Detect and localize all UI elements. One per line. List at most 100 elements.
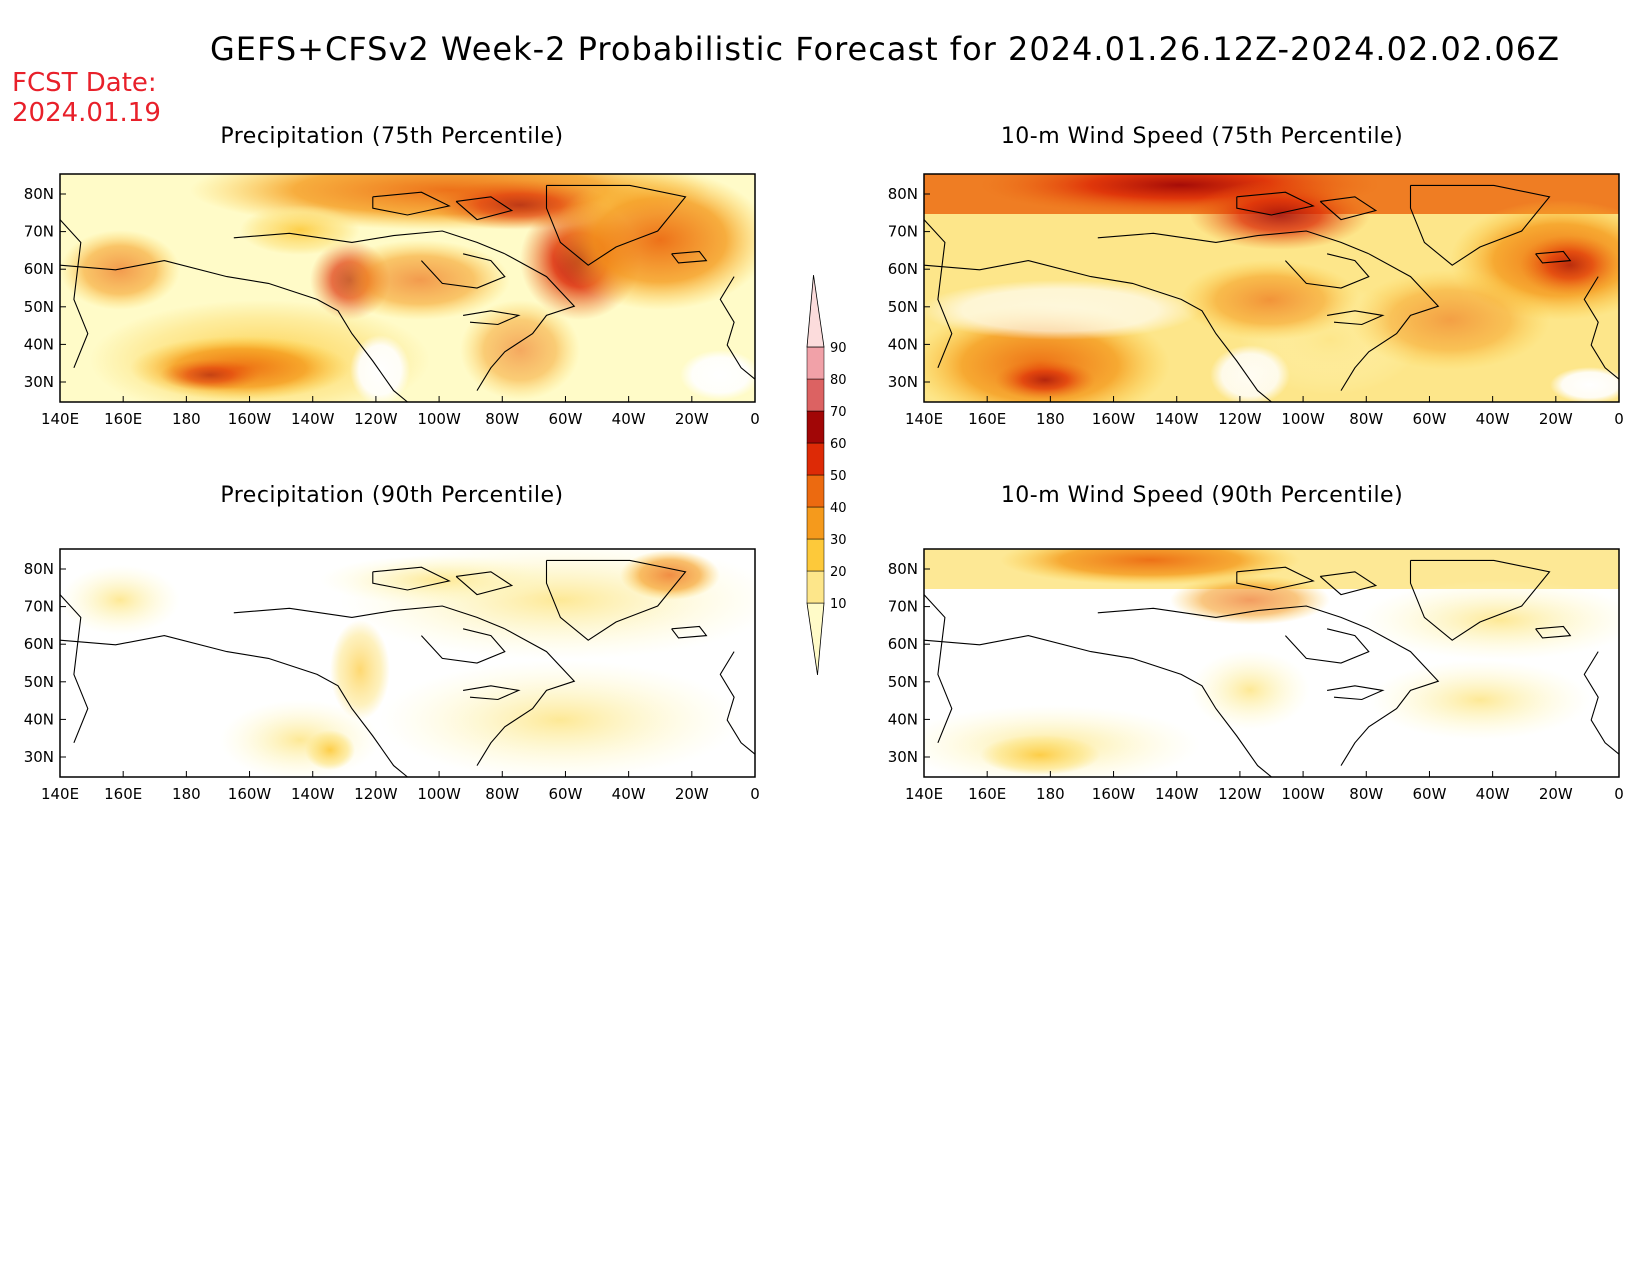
coastlines [59, 184, 1620, 778]
lon-label-20W: 20W [1539, 785, 1573, 803]
lon-label-140W: 140W [291, 785, 335, 803]
lon-label-20W: 20W [1539, 410, 1573, 428]
colorbar-label-30: 30 [830, 533, 847, 548]
map-precip-75 [60, 174, 755, 402]
colorbar-band-2 [806, 538, 825, 572]
coastline-precip-90-6 [719, 651, 756, 755]
coastline-precip-90-2 [420, 628, 506, 664]
coastline-wind-75-2 [1284, 253, 1370, 289]
colorbar-band-4 [806, 474, 825, 508]
panel-title-wind-75: 10-m Wind Speed (75th Percentile) [1000, 124, 1404, 149]
lat-label-60N: 60N [888, 260, 918, 278]
lat-label-60N: 60N [888, 635, 918, 653]
coastline-wind-75-5 [1535, 250, 1572, 264]
lon-label-140W: 140W [1155, 410, 1199, 428]
coastline-wind-90-5 [1535, 625, 1572, 639]
colorbar-lower-triangle [806, 602, 825, 676]
lat-label-80N: 80N [888, 185, 918, 203]
lon-label-160W: 160W [228, 785, 272, 803]
colorbar-band-1 [806, 570, 825, 604]
coastline-precip-75-4 [545, 184, 687, 266]
lat-label-30N: 30N [888, 373, 918, 391]
coastline-wind-90-6 [1583, 651, 1620, 755]
lon-label-160W: 160W [1092, 410, 1136, 428]
lon-label-140E: 140E [41, 785, 79, 803]
coastline-wind-75-8 [923, 219, 953, 369]
coastline-precip-90-4 [545, 559, 687, 641]
colorbar-label-50: 50 [830, 469, 847, 484]
lon-label-160E: 160E [968, 785, 1006, 803]
panel-title-precip-90: Precipitation (90th Percentile) [220, 483, 564, 508]
coastline-precip-90-10 [455, 571, 514, 596]
lat-label-60N: 60N [24, 635, 54, 653]
map-wind-90 [924, 549, 1619, 777]
coastline-precip-90-8 [59, 594, 89, 744]
lon-label-0: 0 [1614, 410, 1624, 428]
colorbar-label-10: 10 [830, 597, 847, 612]
lon-label-100W: 100W [417, 410, 461, 428]
lon-label-0: 0 [750, 410, 760, 428]
lon-label-40W: 40W [612, 410, 646, 428]
coastline-precip-90-9 [372, 566, 451, 591]
lon-label-160E: 160E [968, 410, 1006, 428]
map-frame-wind-75 [923, 173, 1620, 403]
lat-label-60N: 60N [24, 260, 54, 278]
coastline-wind-75-6 [1583, 276, 1620, 380]
lon-label-160E: 160E [104, 410, 142, 428]
lon-label-60W: 60W [548, 410, 582, 428]
lon-label-80W: 80W [1349, 785, 1383, 803]
coastline-wind-75-10 [1319, 196, 1378, 221]
colorbar-band-3 [806, 506, 825, 540]
coastline-precip-90-5 [671, 625, 708, 639]
lon-label-60W: 60W [548, 785, 582, 803]
lon-label-0: 0 [750, 785, 760, 803]
lon-label-120W: 120W [1218, 410, 1262, 428]
coastline-precip-75-7 [463, 310, 521, 326]
coastline-wind-75-7 [1327, 310, 1385, 326]
lat-label-50N: 50N [24, 673, 54, 691]
lat-label-30N: 30N [24, 748, 54, 766]
coastline-wind-75-0 [923, 260, 1272, 403]
coastline-precip-75-1 [233, 230, 506, 255]
lat-label-50N: 50N [888, 673, 918, 691]
coastline-wind-90-9 [1236, 566, 1315, 591]
panel-title-precip-75: Precipitation (75th Percentile) [220, 124, 564, 149]
forecast-date-value: 2024.01.19 [12, 98, 161, 128]
lon-label-160W: 160W [228, 410, 272, 428]
lon-label-160E: 160E [104, 785, 142, 803]
coastline-precip-75-3 [476, 253, 576, 391]
colorbar-label-80: 80 [830, 373, 847, 388]
lat-label-30N: 30N [24, 373, 54, 391]
coastline-precip-75-9 [372, 191, 451, 216]
colorbar-label-40: 40 [830, 501, 847, 516]
coastline-wind-90-10 [1319, 571, 1378, 596]
lon-label-40W: 40W [612, 785, 646, 803]
lat-label-40N: 40N [24, 335, 54, 353]
lon-label-140E: 140E [41, 410, 79, 428]
colorbar-band-6 [806, 410, 825, 444]
coastline-precip-75-10 [455, 196, 514, 221]
lat-label-40N: 40N [24, 710, 54, 728]
colorbar-label-70: 70 [830, 405, 847, 420]
map-precip-90 [60, 549, 755, 777]
lon-label-180: 180 [1036, 410, 1065, 428]
lat-label-70N: 70N [888, 223, 918, 241]
lat-label-80N: 80N [888, 560, 918, 578]
colorbar-upper-triangle [806, 274, 825, 348]
coastline-wind-75-9 [1236, 191, 1315, 216]
colorbar-label-20: 20 [830, 565, 847, 580]
map-frame-wind-90 [923, 548, 1620, 778]
colorbar-band-5 [806, 442, 825, 476]
lon-label-120W: 120W [354, 785, 398, 803]
lat-label-40N: 40N [888, 710, 918, 728]
lat-label-80N: 80N [24, 185, 54, 203]
lat-label-50N: 50N [888, 298, 918, 316]
coastline-precip-75-8 [59, 219, 89, 369]
lat-label-80N: 80N [24, 560, 54, 578]
coastline-wind-90-4 [1409, 559, 1551, 641]
lat-label-70N: 70N [888, 598, 918, 616]
lon-label-60W: 60W [1412, 785, 1446, 803]
lon-label-100W: 100W [1281, 410, 1325, 428]
map-frame-precip-75 [59, 173, 756, 403]
